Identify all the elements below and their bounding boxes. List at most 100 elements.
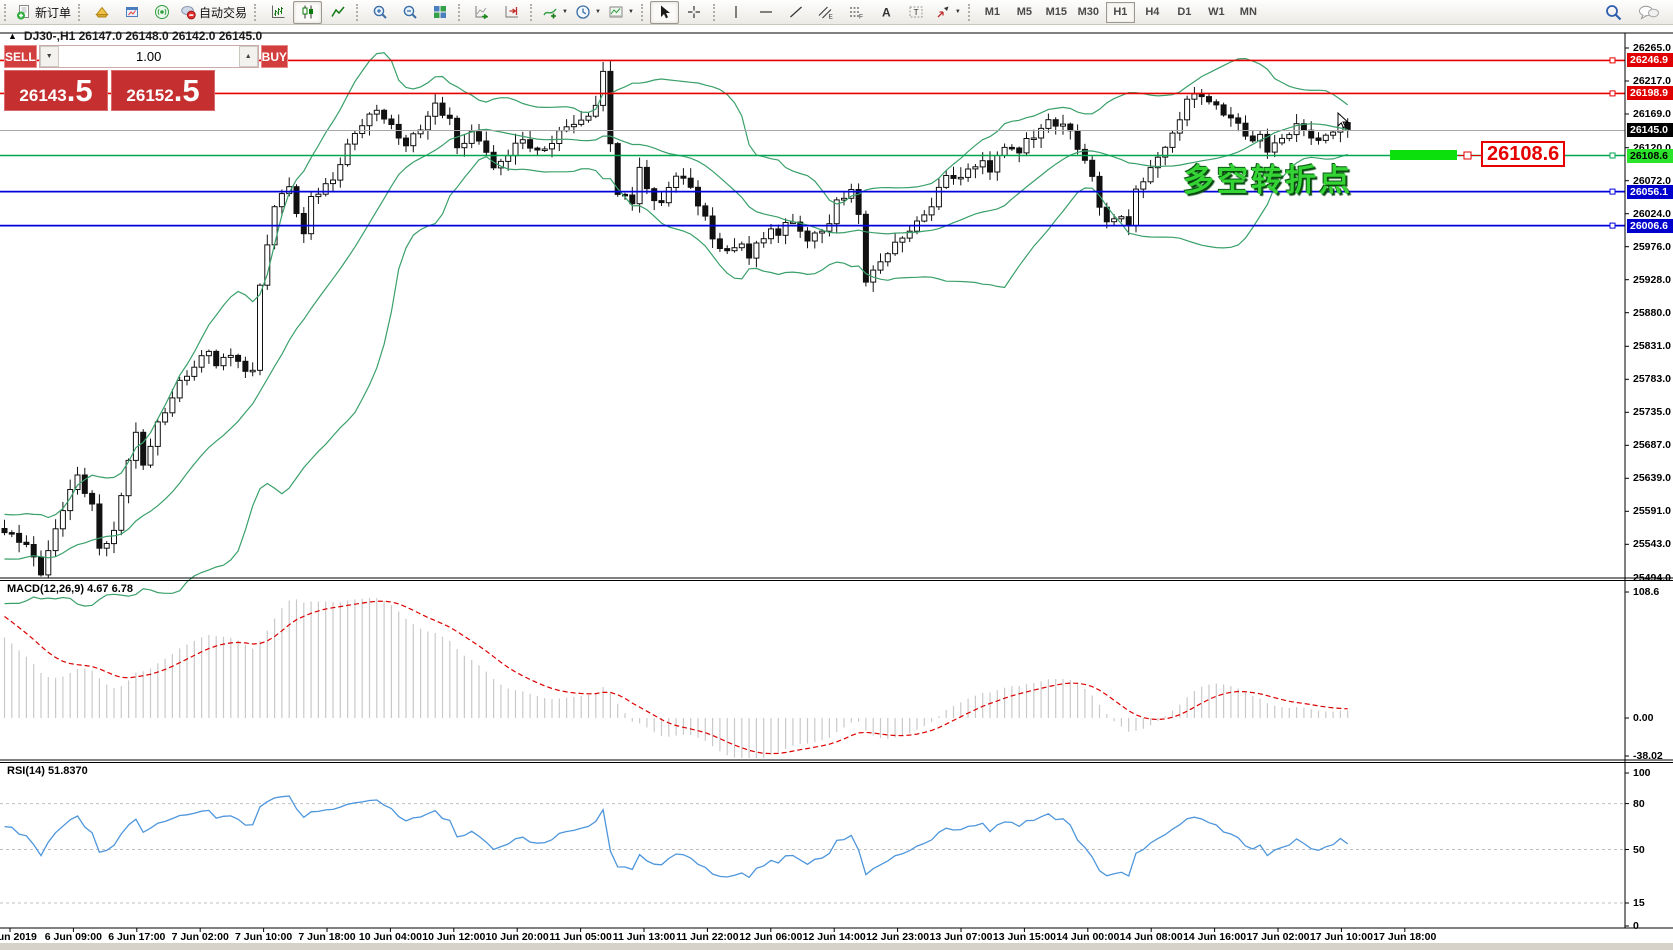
horizontal-lines[interactable] [0,57,1625,229]
navigator-icon [124,4,140,20]
candlestick-series [1,61,1351,579]
chart-shift-icon [504,4,520,20]
dropdown-arrow-icon[interactable]: ▼ [594,9,601,15]
buy-button[interactable]: BUY [260,45,289,68]
dropdown-arrow-icon[interactable]: ▼ [954,9,961,15]
chart-shift-button[interactable] [497,1,526,24]
equidistant-channel-button[interactable]: E [812,1,841,24]
timeframe-w1-button[interactable]: W1 [1208,6,1225,18]
macd-name: MACD(12,26,9) [7,583,85,595]
zoom-in-button[interactable] [365,1,394,24]
volume-input[interactable] [58,46,239,67]
tile-windows-icon [432,4,448,20]
candlesticks-icon [300,4,316,20]
autotrade-icon [180,4,196,20]
bar-chart-button[interactable] [263,1,292,24]
bar-chart-icon [270,4,286,20]
sell-button[interactable]: SELL [4,45,37,68]
toolbar-separator [712,3,718,21]
templates-icon [608,4,624,20]
crosshair-button[interactable] [680,1,709,24]
rsi-indicator-label: RSI(14) 51.8370 [7,765,88,777]
crosshair-icon [686,4,702,20]
one-click-trading-panel: SELL ▼ ▲ BUY 26143.5 26152.5 [4,45,289,111]
annotation-price-label[interactable]: 26108.6 [1481,141,1566,167]
volume-decrease-button[interactable]: ▼ [39,46,59,67]
timeframe-m1-button[interactable]: M1 [984,6,1000,18]
zoom-out-button[interactable] [395,1,424,24]
cursor-button[interactable] [649,0,679,24]
sell-price-display[interactable]: 26143.5 [4,70,108,111]
volume-increase-button[interactable]: ▲ [238,46,258,67]
toolbar-group [263,0,352,24]
tile-windows-button[interactable] [425,1,454,24]
horizontal-line-icon [758,4,774,20]
trendline-button[interactable] [782,1,811,24]
timeframe-h1-button[interactable]: H1 [1105,1,1135,23]
indicators-button[interactable]: ▼ [539,1,571,24]
text-button[interactable]: A [872,1,901,24]
toolbar-group: E F A T ▼ [722,1,964,24]
navigator-button[interactable] [117,1,146,24]
line-chart-button[interactable] [323,1,352,24]
autotrade-button[interactable]: 自动交易 [177,1,250,24]
timeframe-m15-button[interactable]: M15 [1045,6,1068,18]
annotation-text[interactable]: 多空转折点 [1183,163,1353,199]
main-toolbar: 新订单 自动交易 ▼ ▼ ▼ E F A T ▼ M1 M5 M15 M30 H1 H4 D1 W1 MN [0,0,1673,25]
vertical-line-button[interactable] [722,1,751,24]
arrows-button[interactable]: ▼ [932,1,964,24]
toolbar-separator [78,3,83,21]
toolbar-right-icons [1599,1,1673,24]
collapse-trade-panel-arrow[interactable]: ▲ [8,31,17,41]
toolbar-separator [254,3,259,21]
window-bottom-edge [0,943,1673,950]
search-button[interactable] [1599,1,1628,24]
timeframe-mn-button[interactable]: MN [1239,6,1257,18]
macd-indicator-label: MACD(12,26,9) 4.67 6.78 [7,583,133,595]
cursor-icon [656,4,672,20]
timeframe-m5-button[interactable]: M5 [1016,6,1032,18]
periods-button[interactable]: ▼ [572,1,604,24]
market-watch-button[interactable] [87,1,116,24]
market-watch-icon [94,4,110,20]
toolbar-buttons: 新订单 自动交易 ▼ ▼ ▼ E F A T ▼ [0,0,964,24]
toolbar-group: 新订单 [13,1,74,24]
toolbar-separator [458,3,463,21]
line-chart-icon [330,4,346,20]
fibonacci-icon: F [848,4,864,20]
search-icon [1604,3,1623,22]
chat-icon [1638,4,1660,21]
fibonacci-button[interactable]: F [842,1,871,24]
chat-button[interactable] [1634,1,1663,24]
auto-scroll-button[interactable] [467,1,496,24]
toolbar-separator [640,3,646,21]
text-label-button[interactable]: T [902,1,931,24]
volume-spinner: ▼ ▲ [38,45,259,68]
dropdown-arrow-icon[interactable]: ▼ [562,9,568,15]
buy-price-display[interactable]: 26152.5 [111,70,215,111]
dropdown-arrow-icon[interactable]: ▼ [627,9,634,15]
timeframe-m30-button[interactable]: M30 [1077,6,1100,18]
templates-button[interactable]: ▼ [605,1,637,24]
timeframe-d1-button[interactable]: D1 [1177,6,1192,18]
pane-borders [0,32,1673,929]
sell-price-int: 26143 [19,86,67,105]
periods-icon [575,4,591,20]
signals-button[interactable] [147,1,176,24]
candlesticks-button[interactable] [293,0,323,24]
timeframe-h4-button[interactable]: H4 [1145,6,1160,18]
new-order-icon [16,4,32,20]
new-order-button[interactable]: 新订单 [13,1,74,24]
signals-icon [154,4,170,20]
buy-price-int: 26152 [126,86,174,105]
toolbar-group: ▼ ▼ ▼ [539,1,637,24]
chart-area[interactable]: 26265.0 26217.0 26169.0 26120.0 26072.0 26024… [0,25,1673,950]
toolbar-group [365,1,454,24]
toolbar-separator [4,3,9,21]
zoom-out-icon [402,4,418,20]
rsi-value: 51.8370 [47,765,88,777]
horizontal-line-button[interactable] [752,1,781,24]
sell-price-frac: .5 [66,73,93,108]
new-order-label: 新订单 [35,5,72,20]
